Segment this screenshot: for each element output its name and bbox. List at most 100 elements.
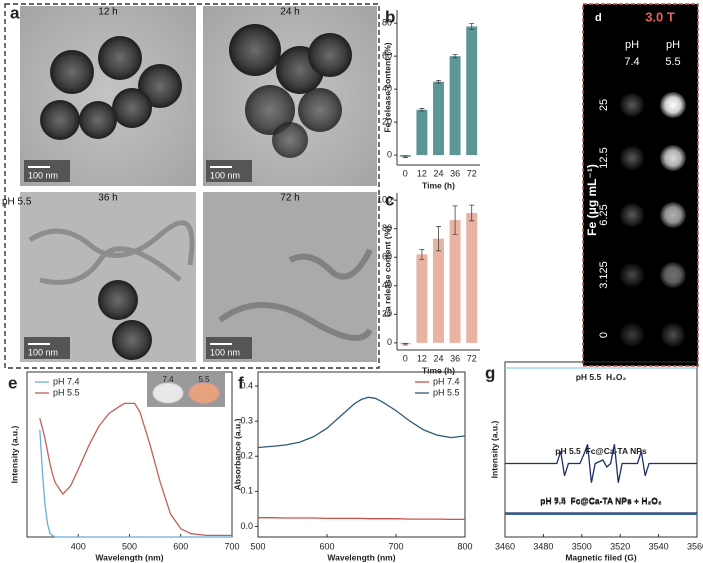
y-axis-label: Intensity (a.u.) bbox=[489, 421, 499, 479]
y-tick-label: 40 bbox=[382, 84, 392, 94]
tem-image bbox=[20, 192, 196, 362]
x-tick-label: 600 bbox=[173, 541, 188, 551]
tem-time: 72 h bbox=[280, 193, 299, 204]
y-tick-label: 0 bbox=[387, 337, 392, 347]
y-tick-label: 0.2 bbox=[240, 451, 253, 461]
x-tick-label: 500 bbox=[250, 541, 265, 551]
x-tick-label: 0 bbox=[403, 168, 408, 178]
row-label: 12.5 bbox=[598, 147, 610, 168]
column-header: 7.4 bbox=[624, 56, 639, 68]
mri-spots bbox=[620, 92, 686, 347]
x-tick-label: 12 bbox=[417, 353, 427, 363]
series-line bbox=[257, 396, 466, 449]
panel-label: c bbox=[385, 190, 394, 209]
panel-frame bbox=[4, 3, 380, 369]
y-tick-label: 0 bbox=[387, 149, 392, 159]
y-axis-label: Absorbance (a.u.) bbox=[232, 418, 242, 490]
tem-image bbox=[203, 6, 377, 186]
y-axis-label: Fe release content (%) bbox=[382, 42, 392, 132]
inset-photo bbox=[147, 373, 225, 407]
bar bbox=[416, 254, 428, 343]
series-line bbox=[258, 517, 465, 521]
legend-label: pH 7.4 bbox=[53, 376, 80, 386]
bar bbox=[449, 56, 461, 156]
tem-time: 24 h bbox=[280, 7, 299, 18]
x-tick-label: 600 bbox=[319, 541, 334, 551]
error-bar bbox=[419, 108, 425, 112]
column-header: 5.5 bbox=[665, 56, 680, 68]
column-header: pH bbox=[666, 39, 680, 51]
series-label: pH 5.5 Fc@Ca-TA NPs bbox=[555, 446, 647, 456]
y-tick-label: 0.0 bbox=[240, 521, 253, 531]
x-tick-label: 800 bbox=[457, 541, 472, 551]
scale-bar-label: 100 nm bbox=[28, 170, 58, 180]
error-bar bbox=[419, 248, 425, 260]
x-tick-label: 700 bbox=[224, 541, 239, 551]
x-tick-label: 400 bbox=[71, 541, 86, 551]
row-label: 6.25 bbox=[598, 204, 610, 225]
x-tick-label: 3480 bbox=[533, 541, 553, 551]
row-label: 25 bbox=[598, 99, 610, 111]
inset-label: 5.5 bbox=[198, 375, 210, 384]
x-tick-label: 3460 bbox=[495, 541, 515, 551]
x-tick-label: 72 bbox=[467, 353, 477, 363]
legend-label: pH 5.5 bbox=[433, 387, 460, 397]
x-tick-label: 700 bbox=[388, 541, 403, 551]
x-tick-label: 24 bbox=[433, 168, 443, 178]
series-label: pH 5.5 Fc@Ca-TA NPs + H₂O₂ bbox=[540, 495, 662, 505]
plot-frame bbox=[504, 361, 698, 538]
x-axis-label: Wavelength (nm) bbox=[327, 552, 395, 562]
tem-time: 36 h bbox=[98, 193, 117, 204]
panel-label: g bbox=[485, 363, 495, 382]
y-tick-label: 100 bbox=[377, 195, 392, 205]
panel-label: e bbox=[8, 373, 17, 392]
y-tick-label: 80 bbox=[382, 18, 392, 28]
bar bbox=[449, 220, 461, 343]
bar bbox=[416, 109, 428, 156]
row-label: 3.125 bbox=[598, 261, 610, 289]
y-axis-label: Intensity (a.u.) bbox=[9, 426, 19, 484]
row-label: 0 bbox=[598, 332, 610, 338]
mri-image bbox=[582, 3, 699, 367]
x-tick-label: 0 bbox=[403, 353, 408, 363]
x-tick-label: 3500 bbox=[572, 541, 592, 551]
y-tick-label: 0.1 bbox=[240, 486, 253, 496]
y-tick-label: 0.4 bbox=[240, 380, 253, 390]
legend-label: pH 7.4 bbox=[433, 376, 460, 386]
y-tick-label: 20 bbox=[382, 309, 392, 319]
series-line bbox=[39, 402, 232, 537]
x-tick-label: 36 bbox=[450, 168, 460, 178]
error-bar bbox=[436, 80, 441, 84]
error-bar bbox=[452, 205, 458, 235]
error-bar bbox=[469, 204, 475, 222]
panel-label: f bbox=[238, 373, 244, 392]
panel-label: a bbox=[10, 3, 20, 22]
x-axis-label: Time (h) bbox=[422, 365, 455, 375]
legend-label: pH 5.5 bbox=[53, 387, 80, 397]
scale-bar-label: 100 nm bbox=[210, 170, 240, 180]
y-tick-label: 40 bbox=[382, 280, 392, 290]
column-header: pH bbox=[625, 39, 639, 51]
panel-label: d bbox=[595, 12, 602, 24]
tem-image bbox=[20, 6, 196, 186]
x-tick-label: 72 bbox=[467, 168, 477, 178]
tem-image bbox=[203, 192, 377, 362]
bar bbox=[466, 212, 478, 343]
y-tick-label: 80 bbox=[382, 223, 392, 233]
error-bar bbox=[469, 23, 475, 30]
error-bar bbox=[452, 54, 458, 59]
scale-bar-label: 100 nm bbox=[210, 347, 240, 357]
x-axis-label: Time (h) bbox=[422, 180, 455, 190]
x-tick-label: 36 bbox=[450, 353, 460, 363]
tem-condition: pH 5.5 bbox=[2, 197, 32, 208]
x-axis-label: Magnetic filed (G) bbox=[565, 552, 636, 562]
error-bar bbox=[436, 226, 441, 252]
plot-frame bbox=[257, 371, 466, 538]
x-tick-label: 3540 bbox=[649, 541, 669, 551]
bar bbox=[433, 238, 444, 343]
series-line bbox=[39, 429, 232, 538]
bar bbox=[466, 26, 478, 156]
x-tick-label: 24 bbox=[433, 353, 443, 363]
panel-label: b bbox=[385, 7, 395, 26]
